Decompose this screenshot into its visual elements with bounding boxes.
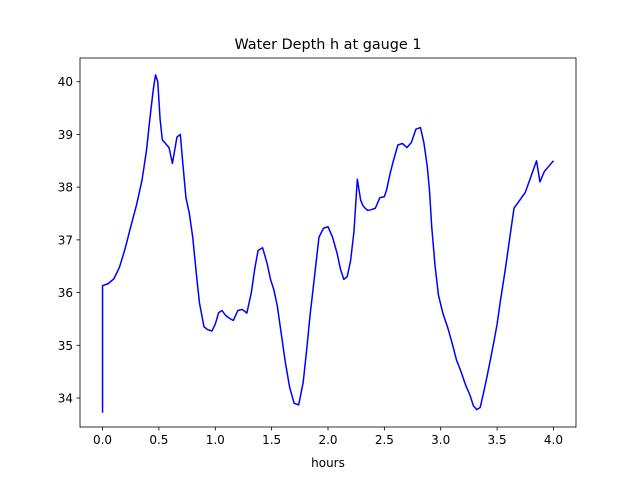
x-tick-label: 3.5 [488, 433, 507, 447]
y-tick-label: 39 [58, 128, 73, 142]
x-tick-label: 4.0 [544, 433, 563, 447]
series-line-0 [101, 74, 555, 413]
y-tick-label: 40 [58, 75, 73, 89]
y-tick-label: 36 [58, 286, 73, 300]
x-tick-label: 0.0 [93, 433, 112, 447]
y-axis: 34 35 36 37 38 39 40 [58, 75, 80, 406]
y-tick-label: 34 [58, 392, 73, 406]
y-tick-label: 35 [58, 339, 73, 353]
x-axis-label: hours [311, 456, 345, 470]
x-tick-label: 0.5 [149, 433, 168, 447]
x-tick-label: 3.0 [431, 433, 450, 447]
x-axis: 0.0 0.5 1.0 1.5 2.0 2.5 3.0 3.5 4.0 [93, 427, 563, 447]
x-tick-label: 1.0 [206, 433, 225, 447]
x-tick-label: 2.0 [318, 433, 337, 447]
x-tick-label: 2.5 [375, 433, 394, 447]
y-tick-label: 38 [58, 181, 73, 195]
y-tick-label: 37 [58, 233, 73, 247]
x-tick-label: 1.5 [262, 433, 281, 447]
chart-title: Water Depth h at gauge 1 [234, 37, 421, 53]
